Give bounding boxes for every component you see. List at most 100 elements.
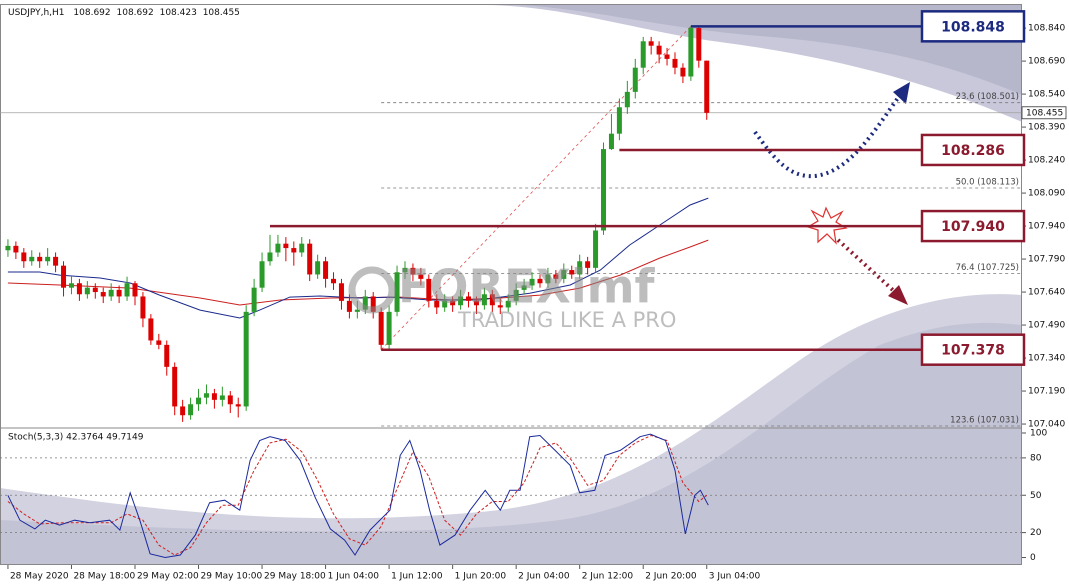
fib-label: 76.4 (107.725) bbox=[956, 263, 1019, 273]
current-price-label: 108.455 bbox=[1026, 108, 1063, 118]
x-tick-label: 2 Jun 12:00 bbox=[582, 572, 634, 582]
candle-body bbox=[577, 261, 583, 275]
x-tick-label: 29 May 18:00 bbox=[264, 572, 326, 582]
candle-body bbox=[648, 41, 654, 46]
candle-body bbox=[521, 285, 527, 290]
candle-body bbox=[259, 261, 265, 288]
candle-body bbox=[243, 311, 249, 407]
candle-body bbox=[481, 294, 487, 306]
candle-body bbox=[219, 395, 225, 400]
fib-label: 50.0 (108.113) bbox=[956, 178, 1019, 188]
candle-body bbox=[545, 274, 551, 284]
candle-body bbox=[696, 28, 702, 61]
candle-body bbox=[410, 267, 416, 275]
candle-body bbox=[227, 395, 233, 405]
candle-body bbox=[362, 296, 368, 310]
fib-label: 123.6 (107.031) bbox=[950, 416, 1019, 426]
candle-body bbox=[672, 58, 678, 68]
arrowhead bbox=[888, 285, 908, 305]
candle-body bbox=[53, 256, 59, 266]
header-low: 108.423 bbox=[160, 8, 197, 18]
y-tick-label: 107.790 bbox=[1028, 255, 1065, 265]
y-tick-label: 108.690 bbox=[1028, 57, 1065, 67]
candle-body bbox=[537, 278, 543, 284]
candle-body bbox=[553, 274, 559, 279]
stoch-title: Stoch(5,3,3) 42.3764 49.7149 bbox=[8, 433, 144, 443]
candle-body bbox=[680, 67, 686, 77]
candle-body bbox=[92, 287, 98, 293]
candle-body bbox=[275, 243, 281, 253]
moving-average-slow bbox=[7, 239, 709, 306]
candle-body bbox=[68, 283, 74, 288]
candle-body bbox=[307, 243, 313, 275]
candle-body bbox=[291, 248, 297, 253]
x-tick-label: 29 May 02:00 bbox=[137, 572, 199, 582]
candle-body bbox=[283, 243, 289, 249]
y-tick-label: 108.840 bbox=[1028, 24, 1065, 34]
candle-body bbox=[688, 28, 694, 77]
candle-body bbox=[267, 252, 273, 262]
candle-body bbox=[148, 318, 154, 341]
candle-body bbox=[632, 67, 638, 92]
x-tick-label: 1 Jun 12:00 bbox=[391, 572, 443, 582]
candle-body bbox=[418, 274, 424, 279]
level-label: 108.286 bbox=[941, 143, 1005, 159]
watermark-slogan: TRADING LIKE A PRO bbox=[457, 308, 676, 332]
x-tick-label: 1 Jun 20:00 bbox=[455, 572, 507, 582]
y-tick-label: 107.040 bbox=[1028, 420, 1065, 430]
candle-body bbox=[466, 296, 472, 301]
candle-body bbox=[132, 283, 138, 297]
candle-body bbox=[370, 296, 376, 312]
x-tick-label: 28 May 2020 bbox=[10, 572, 69, 582]
candle-body bbox=[211, 393, 217, 400]
candle-body bbox=[140, 296, 146, 319]
candle-body bbox=[299, 243, 305, 253]
x-tick-label: 2 Jun 04:00 bbox=[518, 572, 570, 582]
candle-body bbox=[172, 366, 178, 407]
candle-body bbox=[196, 397, 202, 405]
candle-body bbox=[529, 278, 535, 286]
arrowhead bbox=[893, 82, 910, 104]
stoch-tick-label: 20 bbox=[1030, 528, 1042, 538]
level-box bbox=[920, 10, 1026, 43]
candle-body bbox=[188, 404, 194, 416]
header-close: 108.455 bbox=[203, 8, 240, 18]
stoch-signal bbox=[7, 434, 708, 556]
stoch-tick-label: 80 bbox=[1030, 453, 1042, 463]
level-label: 107.940 bbox=[941, 219, 1005, 235]
candle-body bbox=[45, 256, 51, 262]
candle-body bbox=[569, 270, 575, 275]
level-box bbox=[920, 133, 1026, 167]
candle-body bbox=[473, 300, 479, 306]
y-tick-label: 107.640 bbox=[1028, 288, 1065, 298]
candle-body bbox=[156, 340, 162, 345]
level-label: 107.378 bbox=[941, 343, 1005, 359]
level-box bbox=[920, 209, 1026, 243]
candle-body bbox=[29, 256, 35, 262]
candle-body bbox=[180, 406, 186, 416]
candle-body bbox=[489, 294, 495, 306]
scenario-arrow-up bbox=[753, 93, 902, 179]
symbol: USDJPY,h,H1 bbox=[8, 8, 65, 18]
candle-body bbox=[585, 261, 591, 268]
stoch-tick-label: 50 bbox=[1030, 491, 1042, 501]
candle-body bbox=[235, 404, 241, 407]
candle-body bbox=[497, 305, 503, 308]
fib-label: 23.6 (108.501) bbox=[956, 92, 1019, 102]
watermark-brand: FOREXimf bbox=[398, 260, 656, 314]
candle-body bbox=[608, 133, 614, 150]
candle-body bbox=[323, 261, 329, 279]
candle-body bbox=[426, 278, 432, 301]
candle-body bbox=[108, 289, 114, 297]
candle-body bbox=[624, 91, 630, 108]
fib-trend bbox=[380, 26, 692, 350]
candle-body bbox=[251, 287, 257, 312]
candle-body bbox=[458, 296, 464, 306]
candle-body bbox=[434, 300, 440, 308]
stoch-main bbox=[7, 433, 709, 559]
logo bbox=[348, 266, 396, 314]
header-high: 108.692 bbox=[117, 8, 154, 18]
scenario-arrow-down bbox=[836, 238, 897, 294]
candle-body bbox=[84, 287, 90, 295]
candle-body bbox=[100, 292, 106, 297]
